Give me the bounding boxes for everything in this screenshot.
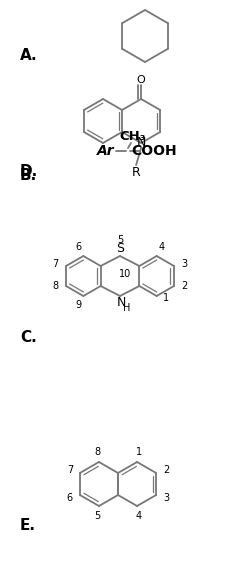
Text: 3: 3 bbox=[181, 259, 187, 269]
Text: COOH: COOH bbox=[131, 144, 177, 158]
Text: 1: 1 bbox=[136, 447, 142, 457]
Text: 4: 4 bbox=[136, 511, 142, 521]
Text: Ar: Ar bbox=[97, 144, 115, 158]
Text: D.: D. bbox=[20, 164, 38, 178]
Text: 8: 8 bbox=[94, 447, 100, 457]
Text: H: H bbox=[123, 303, 131, 313]
Text: 6: 6 bbox=[75, 242, 81, 252]
Text: B.: B. bbox=[20, 169, 37, 183]
Text: 7: 7 bbox=[52, 259, 58, 269]
Text: 2: 2 bbox=[181, 281, 187, 291]
Text: CH₃: CH₃ bbox=[120, 131, 146, 144]
Text: N: N bbox=[136, 136, 146, 149]
Text: 1: 1 bbox=[163, 293, 169, 303]
Text: 6: 6 bbox=[67, 493, 73, 503]
Text: 4: 4 bbox=[159, 242, 165, 252]
Text: R: R bbox=[132, 166, 140, 179]
Text: 10: 10 bbox=[119, 269, 131, 279]
Text: N: N bbox=[116, 297, 126, 310]
Text: 3: 3 bbox=[163, 493, 169, 503]
Text: 8: 8 bbox=[52, 281, 58, 291]
Text: 7: 7 bbox=[67, 465, 73, 475]
Text: 9: 9 bbox=[75, 300, 81, 310]
Text: S: S bbox=[116, 242, 124, 255]
Text: 2: 2 bbox=[163, 465, 169, 475]
Text: A.: A. bbox=[20, 49, 38, 63]
Text: O: O bbox=[137, 75, 145, 85]
Text: 5: 5 bbox=[117, 235, 123, 245]
Text: E.: E. bbox=[20, 518, 36, 534]
Text: 5: 5 bbox=[94, 511, 100, 521]
Text: C.: C. bbox=[20, 331, 37, 345]
